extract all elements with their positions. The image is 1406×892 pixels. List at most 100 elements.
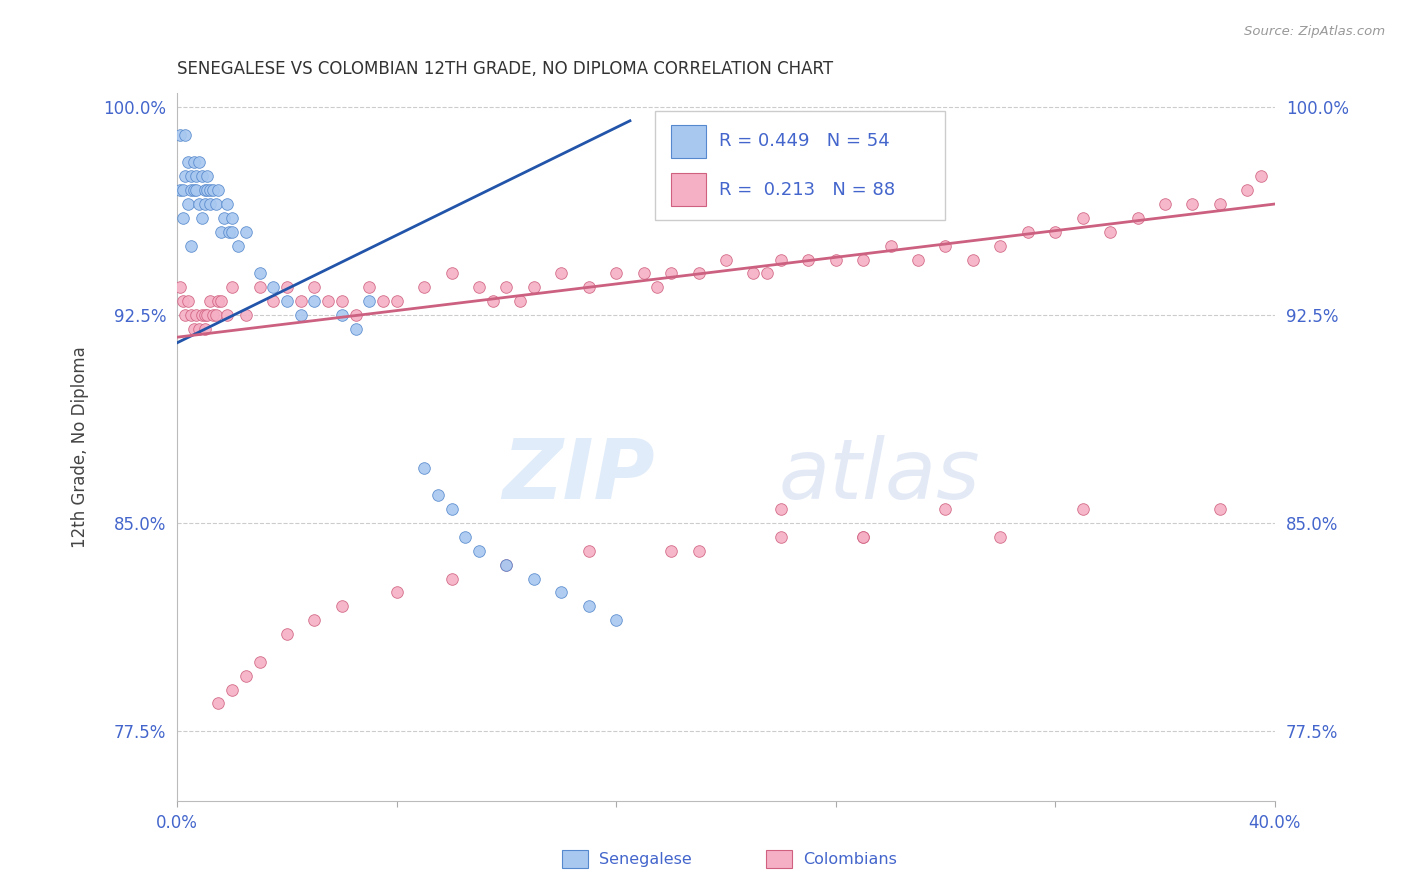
Point <box>1236 183 1258 197</box>
Point <box>209 225 232 239</box>
Point <box>1209 197 1232 211</box>
Point <box>194 322 217 336</box>
Point <box>188 322 211 336</box>
Point <box>215 197 238 211</box>
Text: SENEGALESE VS COLOMBIAN 12TH GRADE, NO DIPLOMA CORRELATION CHART: SENEGALESE VS COLOMBIAN 12TH GRADE, NO D… <box>177 60 834 78</box>
Point <box>742 266 765 280</box>
Point <box>215 308 238 322</box>
Point <box>550 266 572 280</box>
Point <box>468 544 491 558</box>
Point <box>191 211 214 225</box>
Point <box>262 294 284 309</box>
Point <box>197 169 219 184</box>
Point <box>207 294 229 309</box>
Point <box>186 183 208 197</box>
Point <box>262 280 284 294</box>
Point <box>385 294 408 309</box>
Point <box>276 294 298 309</box>
Point <box>647 280 669 294</box>
Point <box>169 183 191 197</box>
Point <box>440 266 463 280</box>
Point <box>495 558 517 572</box>
Point <box>1250 169 1272 184</box>
Text: ZIP: ZIP <box>502 434 655 516</box>
Point <box>174 169 197 184</box>
Point <box>879 238 901 252</box>
Point <box>605 613 627 627</box>
Point <box>221 280 243 294</box>
Point <box>183 322 205 336</box>
Point <box>198 294 221 309</box>
Point <box>413 460 436 475</box>
Point <box>852 252 875 267</box>
Point <box>578 599 600 614</box>
Point <box>605 266 627 280</box>
Point <box>907 252 929 267</box>
Point <box>1099 225 1122 239</box>
Point <box>988 530 1011 544</box>
Point <box>201 183 224 197</box>
Point <box>204 308 226 322</box>
Point <box>633 266 655 280</box>
Point <box>180 183 202 197</box>
Point <box>191 169 214 184</box>
Point <box>169 128 191 142</box>
Point <box>177 294 200 309</box>
Point <box>1154 197 1177 211</box>
Point <box>578 280 600 294</box>
Point <box>169 280 191 294</box>
Point <box>194 197 217 211</box>
Point <box>221 682 243 697</box>
Point <box>550 585 572 599</box>
Point <box>988 238 1011 252</box>
Point <box>172 183 194 197</box>
Point <box>769 252 792 267</box>
Point <box>756 266 779 280</box>
Point <box>523 280 546 294</box>
Point <box>1017 225 1039 239</box>
Point <box>212 211 235 225</box>
Point <box>344 322 367 336</box>
Point <box>440 572 463 586</box>
Point <box>177 155 200 169</box>
Point <box>204 197 226 211</box>
Point <box>249 655 271 669</box>
Y-axis label: 12th Grade, No Diploma: 12th Grade, No Diploma <box>72 346 89 548</box>
Text: R = 0.449   N = 54: R = 0.449 N = 54 <box>720 132 890 151</box>
Point <box>578 544 600 558</box>
Point <box>172 294 194 309</box>
Point <box>183 183 205 197</box>
Point <box>188 155 211 169</box>
Point <box>454 530 477 544</box>
Point <box>1209 502 1232 516</box>
Point <box>852 530 875 544</box>
Point <box>962 252 984 267</box>
Text: R =  0.213   N = 88: R = 0.213 N = 88 <box>720 181 896 199</box>
Bar <box>671 125 706 158</box>
Point <box>221 225 243 239</box>
Point <box>191 308 214 322</box>
Point <box>249 280 271 294</box>
Point <box>183 155 205 169</box>
Bar <box>655 111 945 220</box>
Point <box>194 183 217 197</box>
Point <box>769 530 792 544</box>
Point <box>714 252 737 267</box>
Point <box>426 488 449 502</box>
Point <box>180 169 202 184</box>
Point <box>197 183 219 197</box>
Point <box>198 183 221 197</box>
Point <box>1181 197 1204 211</box>
Point <box>509 294 531 309</box>
Point <box>172 211 194 225</box>
Point <box>523 572 546 586</box>
Point <box>198 197 221 211</box>
Point <box>824 252 846 267</box>
Point <box>468 280 491 294</box>
Text: Source: ZipAtlas.com: Source: ZipAtlas.com <box>1244 25 1385 38</box>
Point <box>180 308 202 322</box>
Point <box>177 197 200 211</box>
Point <box>934 502 956 516</box>
Point <box>197 308 219 322</box>
Point <box>1126 211 1149 225</box>
